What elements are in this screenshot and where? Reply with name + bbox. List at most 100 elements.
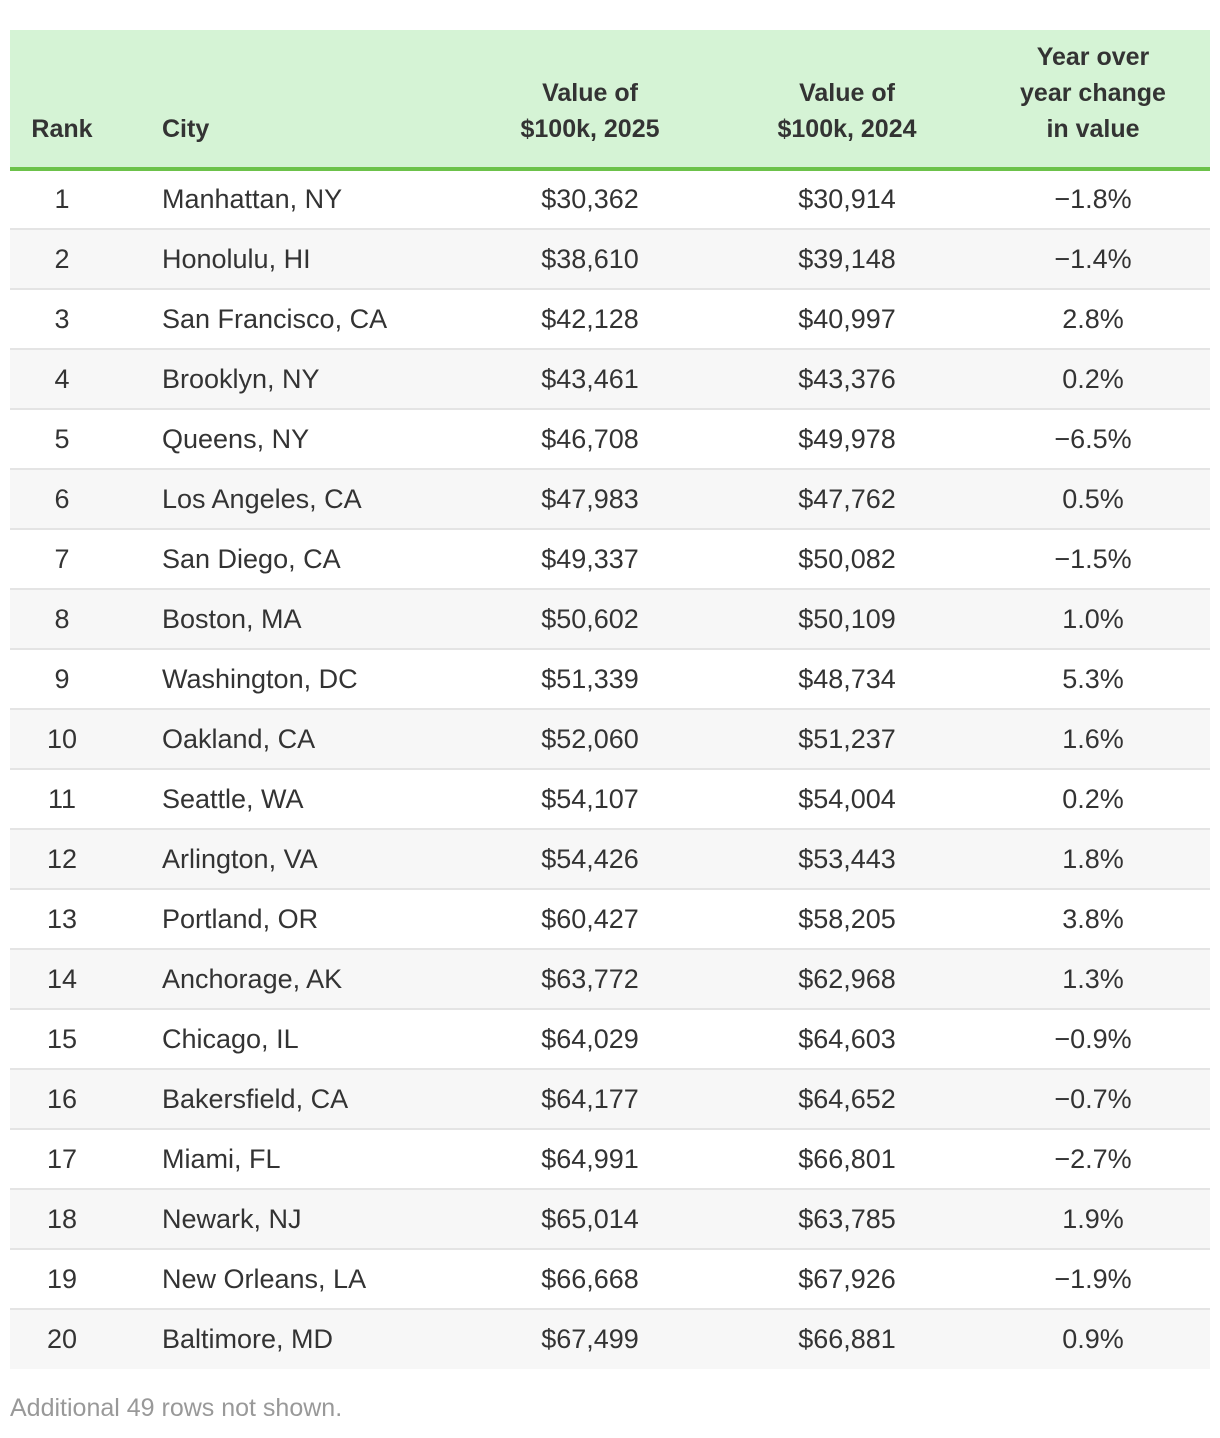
table-row: 13 Portland, OR $60,427 $58,205 3.8% — [10, 889, 1210, 950]
cell-value-2025: $64,177 — [462, 1069, 718, 1130]
cell-city: Bakersfield, CA — [114, 1069, 462, 1130]
cell-city: Honolulu, HI — [114, 229, 462, 290]
table-row: 16 Bakersfield, CA $64,177 $64,652 −0.7% — [10, 1069, 1210, 1130]
table-row: 4 Brooklyn, NY $43,461 $43,376 0.2% — [10, 349, 1210, 410]
cell-rank: 14 — [10, 949, 114, 1010]
cell-value-2024: $43,376 — [718, 349, 976, 410]
cell-city: Baltimore, MD — [162, 1324, 334, 1354]
cell-value-2025: $54,426 — [462, 829, 718, 890]
table-row: 6 Los Angeles, CA $47,983 $47,762 0.5% — [10, 469, 1210, 530]
cell-yoy-change: −1.8% — [976, 169, 1210, 230]
cell-city: Arlington, VA — [114, 829, 462, 890]
table-row: 12 Arlington, VA $54,426 $53,443 1.8% — [10, 829, 1210, 890]
header-value-2025-line: $100k, 2025 — [520, 115, 660, 143]
cell-city: Washington, DC — [114, 649, 462, 710]
cell-value-2025: $38,610 — [462, 229, 718, 290]
table-row: 15 Chicago, IL $64,029 $64,603 −0.9% — [10, 1009, 1210, 1070]
cell-city: Newark, NJ — [114, 1189, 462, 1250]
cell-yoy-change: −0.9% — [976, 1009, 1210, 1070]
cell-yoy-change: 5.3% — [976, 649, 1210, 710]
header-rank-label: Rank — [31, 115, 93, 143]
cell-yoy-change: −0.7% — [976, 1069, 1210, 1130]
cell-rank: 13 — [10, 889, 114, 950]
header-yoy-change[interactable]: Year over year change in value — [976, 30, 1210, 171]
cell-city: Portland, OR — [114, 889, 462, 950]
cell-city: San Francisco, CA — [114, 289, 462, 350]
cell-rank: 16 — [10, 1069, 114, 1130]
cell-yoy-change: −1.5% — [976, 529, 1210, 590]
cell-yoy-change: −6.5% — [976, 409, 1210, 470]
cell-value-2025: $30,362 — [462, 169, 718, 230]
cell-yoy-change: 0.2% — [976, 769, 1210, 830]
cell-yoy-change: 0.2% — [976, 349, 1210, 410]
table-row: 7 San Diego, CA $49,337 $50,082 −1.5% — [10, 529, 1210, 590]
cell-city: Los Angeles, CA — [114, 469, 462, 530]
table-row: 3 San Francisco, CA $42,128 $40,997 2.8% — [10, 289, 1210, 350]
cell-yoy-change: 1.9% — [976, 1189, 1210, 1250]
cell-value-2024: $63,785 — [718, 1189, 976, 1250]
cell-value-2025: $64,029 — [462, 1009, 718, 1070]
header-row: Rank City Value of $100k, 2025 Value of … — [10, 30, 1210, 171]
cell-rank: 15 — [10, 1009, 114, 1070]
cell-rank: 11 — [10, 769, 114, 830]
cell-rank: 17 — [10, 1129, 114, 1190]
city-value-table: Rank City Value of $100k, 2025 Value of … — [10, 30, 1210, 1369]
cell-rank: 1 — [10, 169, 114, 230]
cell-value-2025: $60,427 — [462, 889, 718, 950]
table-row: 17 Miami, FL $64,991 $66,801 −2.7% — [10, 1129, 1210, 1190]
cell-city: Seattle, WA — [114, 769, 462, 830]
cell-value-2024: $54,004 — [718, 769, 976, 830]
header-value-2024[interactable]: Value of $100k, 2024 — [718, 30, 976, 171]
cell-value-2025: $46,708 — [462, 409, 718, 470]
cell-rank: 2 — [10, 229, 114, 290]
cell-city: Anchorage, AK — [114, 949, 462, 1010]
cell-value-2025: $47,983 — [462, 469, 718, 530]
cell-city: Chicago, IL — [114, 1009, 462, 1070]
cell-rank: 5 — [10, 409, 114, 470]
table-row: 14 Anchorage, AK $63,772 $62,968 1.3% — [10, 949, 1210, 1010]
cell-city: Boston, MA — [114, 589, 462, 650]
cell-value-2025: $51,339 — [462, 649, 718, 710]
cell-city: Oakland, CA — [114, 709, 462, 770]
cell-yoy-change: 0.9% — [1062, 1324, 1124, 1354]
cell-city: Miami, FL — [114, 1129, 462, 1190]
cell-value-2024: $39,148 — [718, 229, 976, 290]
cell-value-2025: $65,014 — [462, 1189, 718, 1250]
header-value-2024-line: $100k, 2024 — [777, 115, 917, 143]
header-rank[interactable]: Rank — [10, 30, 114, 171]
cell-value-2025: $67,499 — [541, 1324, 639, 1354]
header-city[interactable]: City — [114, 30, 462, 171]
header-value-2025[interactable]: Value of $100k, 2025 — [462, 30, 718, 171]
header-city-label: City — [162, 115, 210, 143]
cell-rank: 3 — [10, 289, 114, 350]
cell-value-2024: $40,997 — [718, 289, 976, 350]
table-row: 19 New Orleans, LA $66,668 $67,926 −1.9% — [10, 1249, 1210, 1310]
table-body: 1 Manhattan, NY $30,362 $30,914 −1.8% 2 Honolu… — [10, 169, 1210, 1369]
cell-value-2024: $64,652 — [718, 1069, 976, 1130]
table-row: 11 Seattle, WA $54,107 $54,004 0.2% — [10, 769, 1210, 830]
cell-value-2024: $49,978 — [718, 409, 976, 470]
cell-rank: 20 — [46, 1324, 78, 1354]
cell-value-2025: $63,772 — [462, 949, 718, 1010]
cell-value-2025: $42,128 — [462, 289, 718, 350]
table-row: 9 Washington, DC $51,339 $48,734 5.3% — [10, 649, 1210, 710]
cell-yoy-change: −2.7% — [976, 1129, 1210, 1190]
table-row: 1 Manhattan, NY $30,362 $30,914 −1.8% — [10, 169, 1210, 230]
cell-value-2025: $49,337 — [462, 529, 718, 590]
cell-value-2025: $52,060 — [462, 709, 718, 770]
header-yoy-change-line: year change — [1020, 79, 1166, 107]
cell-yoy-change: 3.8% — [976, 889, 1210, 950]
cell-city: Queens, NY — [114, 409, 462, 470]
cell-city: San Diego, CA — [114, 529, 462, 590]
cell-value-2024: $30,914 — [718, 169, 976, 230]
cell-city: Manhattan, NY — [114, 169, 462, 230]
cell-yoy-change: −1.4% — [976, 229, 1210, 290]
table-row: 10 Oakland, CA $52,060 $51,237 1.6% — [10, 709, 1210, 770]
cell-rank: 7 — [10, 529, 114, 590]
cell-value-2024: $50,109 — [718, 589, 976, 650]
cell-value-2024: $53,443 — [718, 829, 976, 890]
header-yoy-change-line: in value — [1046, 115, 1140, 143]
table-row: 5 Queens, NY $46,708 $49,978 −6.5% — [10, 409, 1210, 470]
table-row: 8 Boston, MA $50,602 $50,109 1.0% — [10, 589, 1210, 650]
cell-value-2025: $54,107 — [462, 769, 718, 830]
